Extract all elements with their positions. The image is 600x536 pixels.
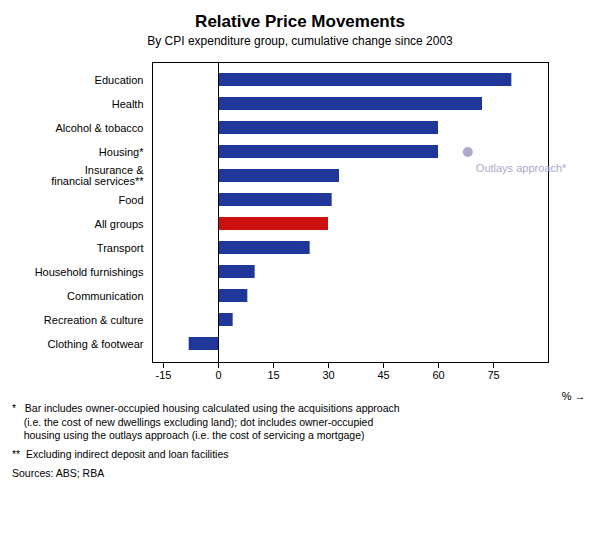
svg-text:60: 60 — [432, 369, 444, 381]
svg-text:75: 75 — [487, 369, 499, 381]
html-text:Sources: ABS; RBA: Sources: ABS; RBA — [12, 466, 105, 479]
svg-text:45: 45 — [377, 369, 389, 381]
svg-text:0: 0 — [215, 369, 221, 381]
html-text:Relative Price Movements: Relative Price Movements — [195, 12, 405, 31]
svg-text:Household furnishings: Household furnishings — [35, 266, 144, 278]
svg-text:30: 30 — [322, 369, 334, 381]
svg-text:Transport: Transport — [97, 242, 144, 254]
svg-text:Health: Health — [112, 98, 144, 110]
html-text:By CPI expenditure group, cumu: By CPI expenditure group, cumulative cha… — [147, 34, 453, 48]
svg-text:15: 15 — [267, 369, 279, 381]
svg-text:All groups: All groups — [95, 218, 144, 230]
svg-text:Education: Education — [95, 74, 144, 86]
svg-text:Alcohol & tobacco: Alcohol & tobacco — [55, 122, 143, 134]
svg-text:% →: % → — [562, 390, 586, 402]
html-text:** Excluding indirect deposit: ** Excluding indirect deposit and loan f… — [12, 447, 229, 460]
svg-text:Insurance &financial services*: Insurance &financial services** — [51, 164, 144, 187]
html-text:* Bar includes owner-occupied: * Bar includes owner-occupied housing ca… — [12, 402, 400, 442]
svg-text:-15: -15 — [156, 369, 172, 381]
svg-text:Clothing & footwear: Clothing & footwear — [48, 338, 144, 350]
svg-text:Outlays approach*: Outlays approach* — [476, 162, 567, 174]
svg-text:Communication: Communication — [67, 290, 143, 302]
svg-text:Recreation & culture: Recreation & culture — [44, 314, 144, 326]
svg-text:Food: Food — [118, 194, 143, 206]
svg-text:Housing*: Housing* — [99, 146, 144, 158]
